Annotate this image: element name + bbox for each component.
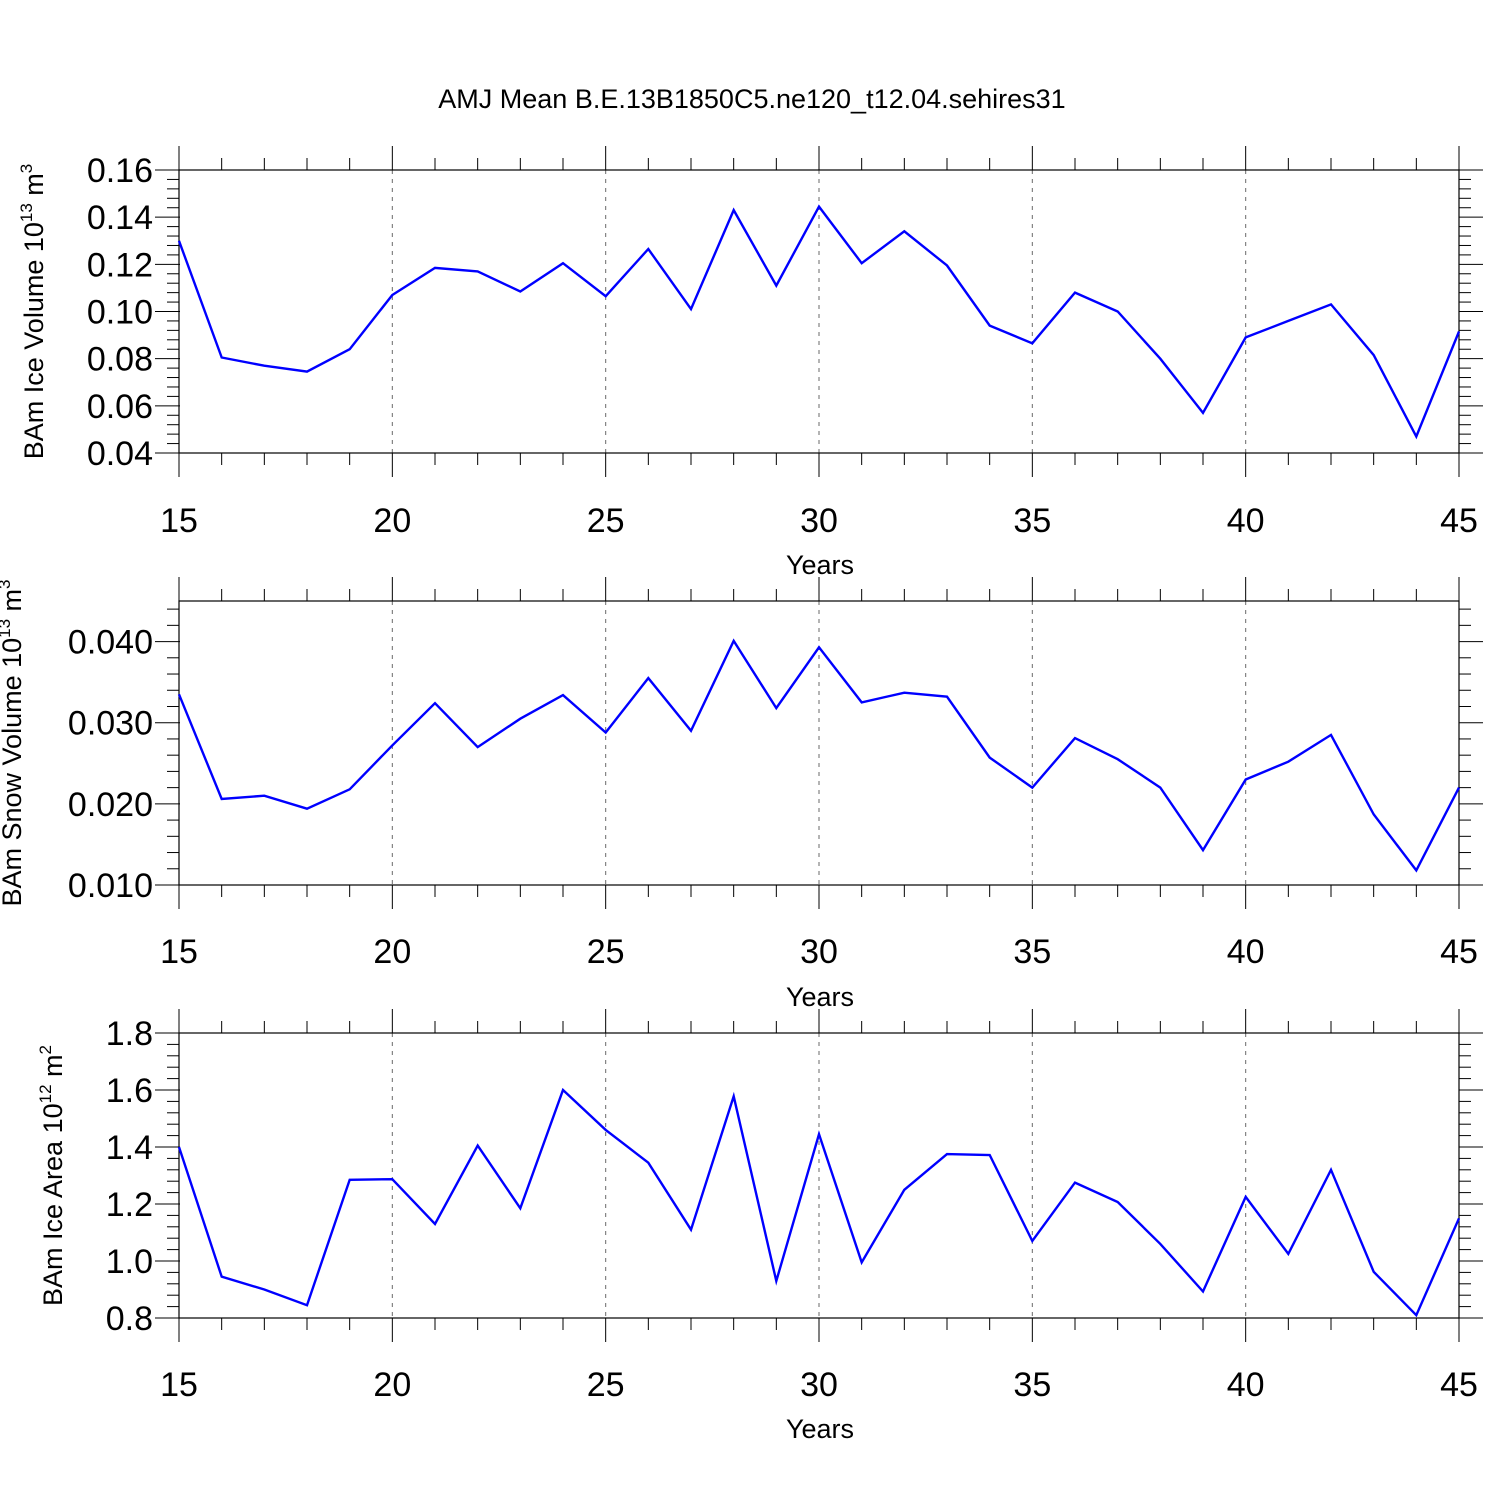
y-axis-title-text: BAm Ice Area 10: [38, 1103, 68, 1306]
plot-frame: [178, 1032, 1460, 1319]
y-tick-label: 0.06: [87, 388, 153, 426]
y-axis-title: BAm Ice Volume 1013 m3: [17, 164, 49, 460]
y-axis-title-unit: m: [0, 589, 27, 619]
y-tick-label: 0.040: [68, 624, 153, 662]
y-tick-label: 0.12: [87, 246, 153, 284]
y-tick-label: 1.4: [106, 1129, 153, 1167]
y-axis-title-unit-exponent: 2: [36, 1045, 55, 1054]
x-tick-label: 30: [800, 933, 838, 971]
plot-panels: 15 20 25 30 35 40 45 Years 0.04 0.06 0.08 0.10 0.12 0…: [0, 146, 1483, 1444]
y-tick-label: 0.04: [87, 435, 153, 473]
x-tick-label: 25: [587, 502, 625, 540]
y-tick-label: 0.8: [106, 1300, 153, 1338]
y-axis-title-exponent: 13: [17, 203, 36, 222]
panel-1: 15 20 25 30 35 40 45 Years 0.04 0.06 0.08 0.10 0.12 0…: [17, 146, 1483, 580]
x-tick-label: 40: [1227, 502, 1265, 540]
x-tick-label: 15: [160, 502, 198, 540]
y-tick-label: 0.020: [68, 786, 153, 824]
series-line: [177, 204, 1461, 440]
y-axis-title-unit-exponent: 3: [17, 164, 36, 173]
plot-frame: [178, 169, 1460, 454]
series-line: [177, 1087, 1461, 1318]
y-axis-title: BAm Snow Volume 1013 m3: [0, 579, 27, 906]
y-tick-label: 1.0: [106, 1243, 153, 1281]
y-axis-title-text: BAm Ice Volume 10: [19, 222, 49, 459]
plot-frame: [178, 600, 1460, 886]
x-tick-label: 45: [1440, 933, 1478, 971]
x-tick-label: 15: [160, 1366, 198, 1404]
x-tick-label: 25: [587, 933, 625, 971]
series-line: [177, 638, 1461, 873]
y-axis-title-unit: m: [19, 173, 49, 203]
y-tick-label: 1.6: [106, 1072, 153, 1110]
y-tick-label: 1.2: [106, 1186, 153, 1224]
y-tick-label: 0.16: [87, 152, 153, 190]
x-tick-label: 35: [1013, 1366, 1051, 1404]
chart-title: AMJ Mean B.E.13B1850C5.ne120_t12.04.sehi…: [438, 84, 1065, 114]
x-tick-label: 25: [587, 1366, 625, 1404]
x-tick-label: 20: [373, 933, 411, 971]
x-tick-label: 30: [800, 502, 838, 540]
x-tick-label: 40: [1227, 933, 1265, 971]
y-axis-title: BAm Ice Area 1012 m2: [36, 1045, 68, 1306]
y-tick-label: 0.08: [87, 341, 153, 379]
y-tick-label: 0.10: [87, 294, 153, 332]
y-axis-title-exponent: 13: [0, 619, 14, 638]
x-tick-label: 35: [1013, 502, 1051, 540]
y-axis-title-text: BAm Snow Volume 10: [0, 638, 27, 907]
x-axis-title: Years: [786, 982, 854, 1012]
y-tick-label: 0.14: [87, 199, 153, 237]
y-tick-label: 0.010: [68, 867, 153, 905]
x-tick-label: 40: [1227, 1366, 1265, 1404]
x-tick-label: 20: [373, 502, 411, 540]
x-tick-label: 45: [1440, 1366, 1478, 1404]
x-tick-label: 20: [373, 1366, 411, 1404]
x-tick-label: 35: [1013, 933, 1051, 971]
y-tick-label: 0.030: [68, 705, 153, 743]
x-axis-title: Years: [786, 1414, 854, 1444]
y-axis-title-unit-exponent: 3: [0, 579, 14, 588]
panel-3: 15 20 25 30 35 40 45 Years 0.8 1.0 1.2 1.4 1.6 1.8 BAm…: [36, 1009, 1483, 1444]
y-tick-label: 1.8: [106, 1015, 153, 1053]
x-tick-label: 15: [160, 933, 198, 971]
panel-2: 15 20 25 30 35 40 45 Years 0.010 0.020 0.030 0.040 B…: [0, 577, 1483, 1012]
x-tick-label: 45: [1440, 502, 1478, 540]
x-tick-label: 30: [800, 1366, 838, 1404]
y-axis-title-unit: m: [38, 1054, 68, 1084]
y-axis-title-exponent: 12: [36, 1084, 55, 1103]
x-axis-title: Years: [786, 550, 854, 580]
